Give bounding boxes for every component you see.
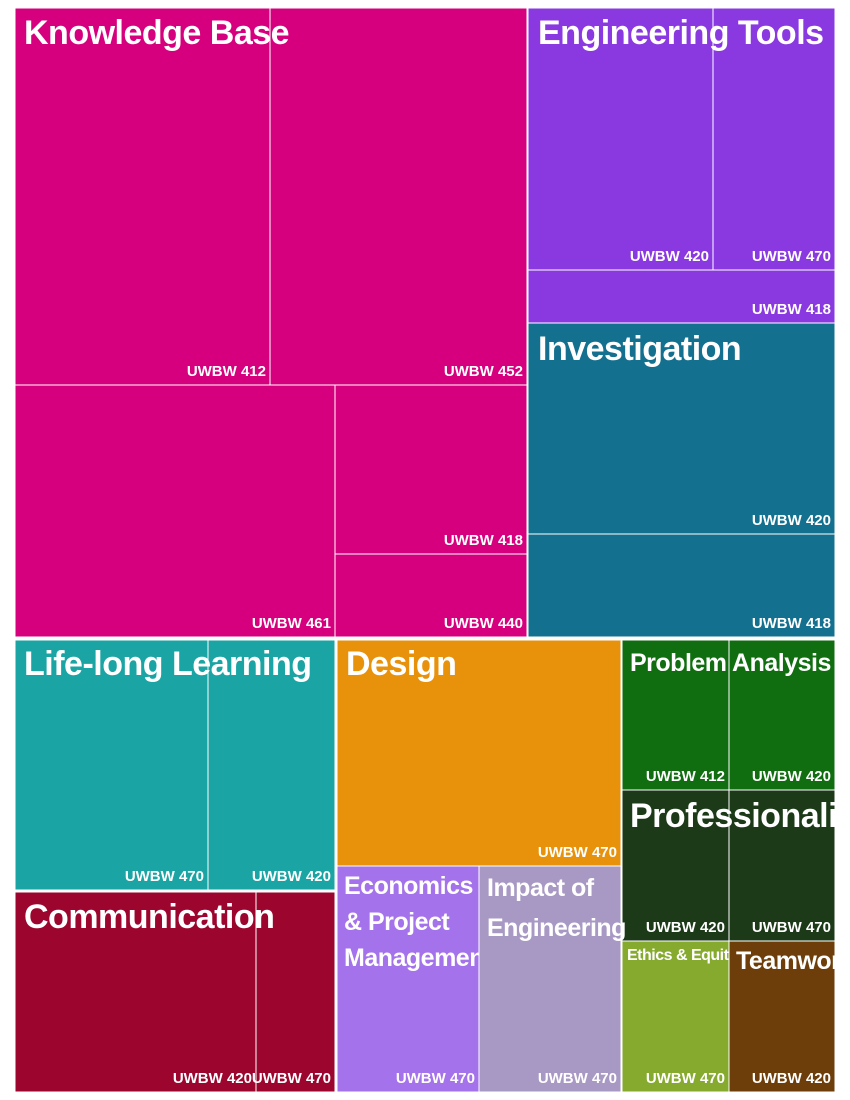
leaf-label: UWBW 452 (444, 363, 523, 380)
treemap-cell-investigation-uwbw-418 (527, 533, 836, 638)
leaf-label: UWBW 470 (752, 919, 831, 936)
leaf-label: UWBW 412 (646, 768, 725, 785)
group-economics-and-project-management: UWBW 470 Economics & Project Management (336, 865, 493, 1093)
leaf-label: UWBW 418 (752, 301, 831, 318)
group-title-impact-of-engineering: Impact of Engineering (487, 874, 626, 942)
leaf-label: UWBW 420 (646, 919, 725, 936)
treemap-cell-investigation-uwbw-420 (527, 322, 836, 535)
leaf-label: UWBW 470 (538, 1070, 617, 1087)
leaf-label: UWBW 420 (752, 1070, 831, 1087)
leaf-label: UWBW 420 (252, 868, 331, 885)
leaf-label: UWBW 470 (752, 248, 831, 265)
treemap-cell-ethics-and-equity-uwbw-470 (621, 940, 730, 1093)
treemap-cell-impact-of-engineering-uwbw-470 (478, 865, 622, 1093)
group-communication: UWBW 420 UWBW 470 Communication (14, 891, 336, 1093)
leaf-label: UWBW 420 (630, 248, 709, 265)
group-teamwork: UWBW 420 Teamwork (728, 940, 850, 1093)
group-design: UWBW 470 Design (336, 639, 622, 867)
leaf-label: UWBW 470 (125, 868, 204, 885)
group-ethics-and-equity: UWBW 470 Ethics & Equity (621, 940, 738, 1093)
leaf-label: UWBW 420 (752, 512, 831, 529)
leaf-label: UWBW 470 (538, 844, 617, 861)
leaf-label: UWBW 470 (396, 1070, 475, 1087)
leaf-label: UWBW 470 (646, 1070, 725, 1087)
treemap-cell-teamwork-uwbw-420 (728, 940, 836, 1093)
group-title-problem-analysis: Problem Analysis (630, 649, 831, 677)
group-title-design: Design (346, 645, 456, 683)
treemap-cell-knowledge-base-uwbw-440 (334, 553, 528, 638)
treemap-cell-knowledge-base-uwbw-452 (269, 7, 528, 386)
group-problem-analysis: UWBW 412 UWBW 420 Problem Analysis (621, 639, 836, 791)
group-title-ethics-and-equity: Ethics & Equity (627, 947, 737, 964)
treemap-cell-engineering-tools-uwbw-420 (527, 7, 714, 271)
group-life-long-learning: UWBW 470 UWBW 420 Life-long Learning (14, 639, 336, 891)
group-title-professionalism: Professionalism (630, 797, 850, 835)
treemap-cell-life-long-learning-uwbw-420 (207, 639, 336, 891)
leaf-label: UWBW 418 (444, 532, 523, 549)
treemap-cell-communication-uwbw-420 (14, 891, 257, 1093)
treemap-cell-knowledge-base-uwbw-412 (14, 7, 271, 386)
treemap-cell-problem-analysis-uwbw-412 (621, 639, 730, 791)
treemap-cell-communication-uwbw-470 (255, 891, 336, 1093)
group-engineering-tools: UWBW 420 UWBW 470 UWBW 418 Engineering Tool… (527, 7, 836, 324)
leaf-label: UWBW 412 (187, 363, 266, 380)
group-title-economics-and-project-management: Economics & Project Management (344, 872, 493, 972)
treemap-cell-engineering-tools-uwbw-418 (527, 269, 836, 324)
group-title-investigation: Investigation (538, 330, 741, 368)
leaf-label: UWBW 461 (252, 615, 331, 632)
treemap-cell-knowledge-base-uwbw-461 (14, 384, 336, 638)
group-title-teamwork: Teamwork (736, 947, 850, 975)
treemap-cell-professionalism-uwbw-420 (621, 789, 730, 942)
treemap-cell-knowledge-base-uwbw-418 (334, 384, 528, 555)
group-impact-of-engineering: UWBW 470 Impact of Engineering (478, 865, 626, 1093)
treemap-cell-engineering-tools-uwbw-470 (712, 7, 836, 271)
leaf-label: UWBW 420 (752, 768, 831, 785)
group-title-engineering-tools: Engineering Tools (538, 14, 824, 52)
treemap-cell-life-long-learning-uwbw-470 (14, 639, 209, 891)
leaf-label: UWBW 470 (252, 1070, 331, 1087)
treemap-cell-economics-and-project-management-uwbw-470 (336, 865, 480, 1093)
group-investigation: UWBW 420 UWBW 418 Investigation (527, 322, 836, 638)
leaf-label: UWBW 420 (173, 1070, 252, 1087)
group-knowledge-base: UWBW 412 UWBW 452 UWBW 461 UWBW 418 UWBW 440… (14, 7, 528, 638)
treemap-cell-problem-analysis-uwbw-420 (728, 639, 836, 791)
group-professionalism: UWBW 420 UWBW 470 Professionalism (621, 789, 850, 942)
group-title-life-long-learning: Life-long Learning (24, 645, 312, 683)
treemap-cell-professionalism-uwbw-470 (728, 789, 836, 942)
leaf-label: UWBW 440 (444, 615, 523, 632)
group-title-knowledge-base: Knowledge Base (24, 14, 289, 52)
leaf-label: UWBW 418 (752, 615, 831, 632)
group-title-communication: Communication (24, 898, 274, 936)
